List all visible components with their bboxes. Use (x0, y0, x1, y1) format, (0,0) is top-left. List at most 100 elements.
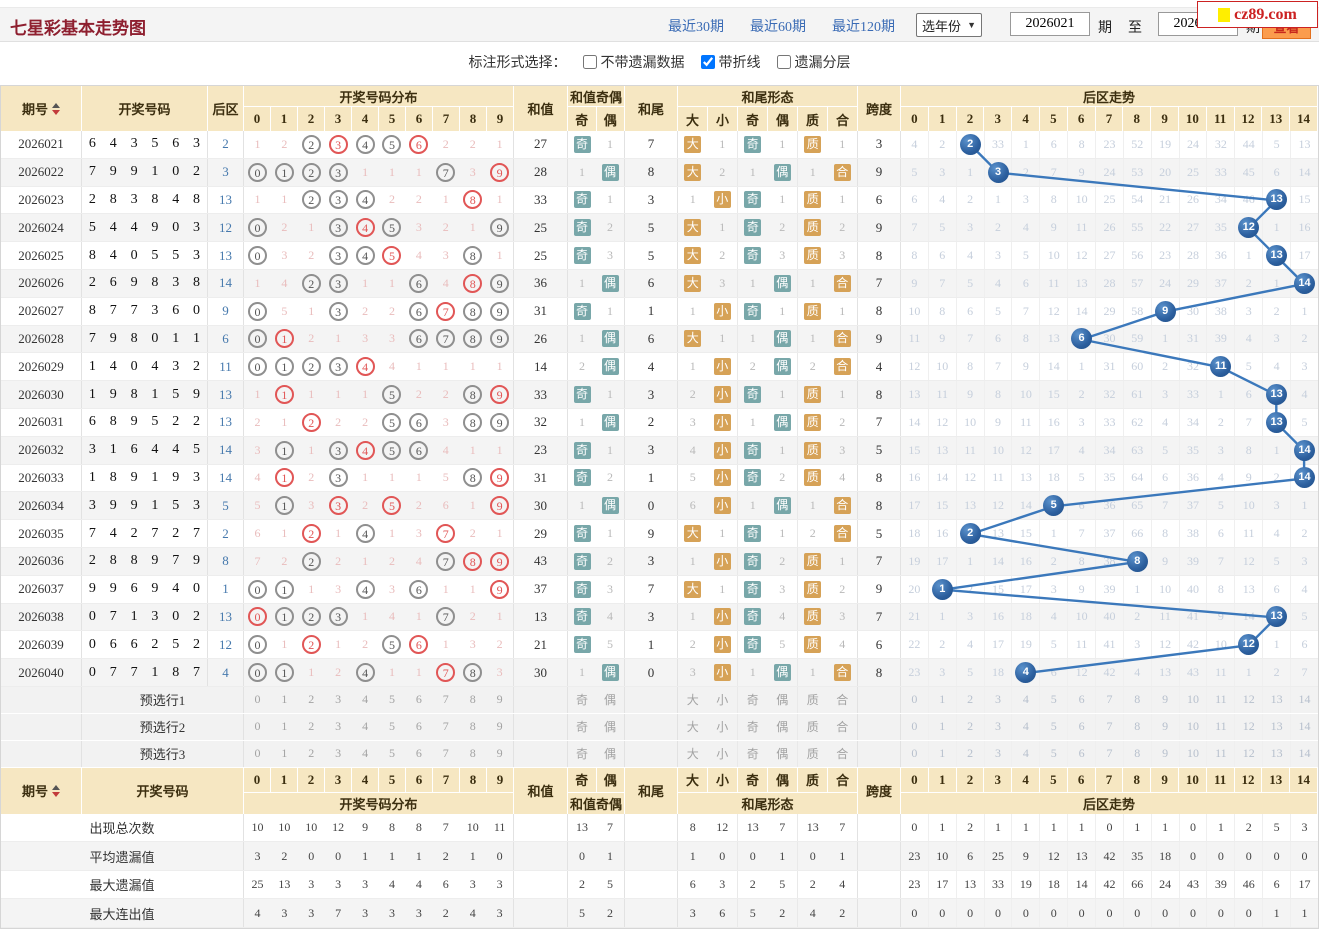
presel-back-cell[interactable]: 9 (1152, 713, 1180, 740)
presel-back-cell[interactable]: 1 (929, 740, 957, 767)
presel-dist-cell[interactable]: 0 (254, 719, 261, 734)
presel-form-cell[interactable]: 小 (708, 686, 738, 713)
recent-link-2[interactable]: 最近120期 (832, 19, 895, 35)
presel-dist-cell[interactable]: 7 (442, 746, 449, 761)
presel-dist-cell[interactable]: 9 (496, 746, 503, 761)
presel-dist-cell[interactable]: 0 (254, 692, 261, 707)
presel-form-cell[interactable]: 合 (836, 747, 849, 762)
presel-dist-cell[interactable]: 6 (415, 719, 422, 734)
presel-back-cell[interactable]: 6 (1068, 686, 1097, 713)
sort-icon[interactable] (52, 102, 60, 115)
annotation-checkbox-0[interactable]: 不带遗漏数据 (582, 52, 685, 72)
presel-even-cell[interactable]: 偶 (596, 713, 625, 740)
presel-dist-cell[interactable]: 9 (496, 719, 503, 734)
presel-dist-cell[interactable]: 4 (362, 692, 369, 707)
presel-back-cell[interactable]: 7 (1096, 713, 1124, 740)
presel-back-cell[interactable]: 12 (1235, 740, 1264, 767)
presel-dist-cell[interactable]: 5 (388, 719, 395, 734)
annotation-checkbox-2[interactable]: 遗漏分层 (776, 52, 851, 72)
presel-dist-cell[interactable]: 6 (415, 746, 422, 761)
presel-back-cell[interactable]: 1 (929, 686, 957, 713)
presel-back-cell[interactable]: 2 (957, 713, 985, 740)
presel-form-cell[interactable]: 小 (708, 713, 738, 740)
presel-back-cell[interactable]: 14 (1298, 719, 1311, 734)
presel-form-cell[interactable]: 偶 (768, 740, 798, 767)
presel-form-cell[interactable]: 小 (708, 740, 738, 767)
checkbox-icon[interactable] (776, 55, 791, 69)
presel-back-cell[interactable]: 2 (957, 686, 985, 713)
presel-form-cell[interactable]: 合 (836, 693, 849, 708)
presel-dist-cell[interactable]: 4 (362, 746, 369, 761)
presel-dist-cell[interactable]: 3 (335, 746, 342, 761)
presel-form-cell[interactable]: 大 (686, 693, 699, 708)
presel-back-cell[interactable]: 10 (1180, 713, 1208, 740)
presel-dist-cell[interactable]: 4 (362, 719, 369, 734)
presel-back-cell[interactable]: 9 (1152, 740, 1180, 767)
presel-back-cell[interactable]: 9 (1152, 686, 1180, 713)
presel-dist-cell[interactable]: 6 (415, 692, 422, 707)
presel-form-cell[interactable]: 偶 (768, 713, 798, 740)
presel-back-cell[interactable]: 13 (1263, 740, 1292, 767)
presel-back-cell[interactable]: 6 (1068, 740, 1097, 767)
presel-back-cell[interactable]: 13 (1263, 713, 1292, 740)
year-select[interactable]: 选年份 ▼ (916, 13, 982, 37)
presel-back-cell[interactable]: 12 (1235, 686, 1264, 713)
presel-back-cell[interactable]: 8 (1124, 686, 1152, 713)
presel-back-cell[interactable]: 4 (1012, 740, 1041, 767)
presel-dist-cell[interactable]: 8 (469, 692, 476, 707)
presel-back-cell[interactable]: 12 (1235, 713, 1264, 740)
presel-form-cell[interactable]: 合 (836, 720, 849, 735)
presel-back-cell[interactable]: 5 (1040, 713, 1069, 740)
presel-dist-cell[interactable]: 1 (281, 692, 288, 707)
presel-form-cell[interactable]: 大 (686, 720, 699, 735)
presel-dist-cell[interactable]: 9 (496, 692, 503, 707)
presel-back-cell[interactable]: 11 (1207, 686, 1236, 713)
presel-dist-cell[interactable]: 2 (308, 692, 315, 707)
presel-back-cell[interactable]: 3 (985, 686, 1013, 713)
presel-back-cell[interactable]: 3 (985, 713, 1013, 740)
presel-form-cell[interactable]: 奇 (746, 693, 759, 708)
presel-dist-cell[interactable]: 8 (469, 719, 476, 734)
presel-even-cell[interactable]: 偶 (596, 740, 625, 767)
presel-dist-cell[interactable]: 1 (281, 746, 288, 761)
presel-form-cell[interactable]: 质 (806, 747, 819, 762)
presel-dist-cell[interactable]: 5 (388, 692, 395, 707)
presel-back-cell[interactable]: 7 (1096, 740, 1124, 767)
presel-back-cell[interactable]: 2 (957, 740, 985, 767)
presel-back-cell[interactable]: 4 (1012, 713, 1041, 740)
presel-odd-cell[interactable]: 奇 (575, 720, 588, 735)
presel-form-cell[interactable]: 奇 (746, 720, 759, 735)
presel-dist-cell[interactable]: 2 (308, 719, 315, 734)
presel-form-cell[interactable]: 质 (806, 693, 819, 708)
presel-form-cell[interactable]: 大 (686, 747, 699, 762)
presel-odd-cell[interactable]: 奇 (575, 693, 588, 708)
presel-dist-cell[interactable]: 2 (308, 746, 315, 761)
presel-back-cell[interactable]: 0 (901, 713, 929, 740)
presel-back-cell[interactable]: 4 (1012, 686, 1041, 713)
presel-back-cell[interactable]: 1 (929, 713, 957, 740)
checkbox-icon[interactable] (700, 55, 715, 69)
presel-back-cell[interactable]: 5 (1040, 740, 1069, 767)
presel-back-cell[interactable]: 14 (1298, 746, 1311, 761)
presel-back-cell[interactable]: 3 (985, 740, 1013, 767)
recent-link-1[interactable]: 最近60期 (750, 19, 806, 35)
presel-back-cell[interactable]: 10 (1180, 686, 1208, 713)
presel-back-cell[interactable]: 8 (1124, 740, 1152, 767)
recent-link-0[interactable]: 最近30期 (668, 19, 724, 35)
checkbox-icon[interactable] (582, 55, 597, 69)
presel-dist-cell[interactable]: 7 (442, 692, 449, 707)
presel-dist-cell[interactable]: 3 (335, 719, 342, 734)
presel-form-cell[interactable]: 偶 (768, 686, 798, 713)
presel-back-cell[interactable]: 8 (1124, 713, 1152, 740)
presel-dist-cell[interactable]: 5 (388, 746, 395, 761)
presel-back-cell[interactable]: 0 (901, 686, 929, 713)
presel-form-cell[interactable]: 质 (806, 720, 819, 735)
presel-back-cell[interactable]: 14 (1298, 692, 1311, 707)
presel-back-cell[interactable]: 11 (1207, 713, 1236, 740)
sort-icon[interactable] (52, 784, 60, 797)
presel-back-cell[interactable]: 0 (901, 740, 929, 767)
presel-back-cell[interactable]: 11 (1207, 740, 1236, 767)
presel-form-cell[interactable]: 奇 (746, 747, 759, 762)
presel-dist-cell[interactable]: 3 (335, 692, 342, 707)
presel-back-cell[interactable]: 6 (1068, 713, 1097, 740)
